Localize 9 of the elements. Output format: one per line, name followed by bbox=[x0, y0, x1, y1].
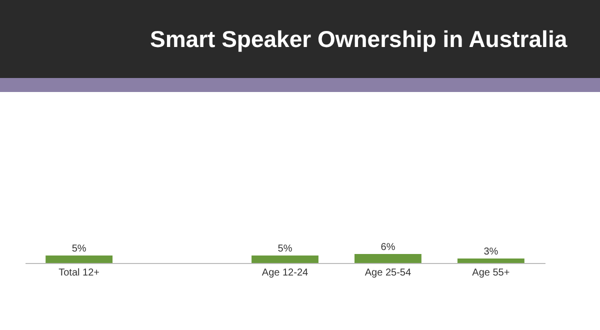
x-tick-label: Age 25-54 bbox=[364, 268, 412, 278]
data-label: 5% bbox=[278, 244, 292, 254]
data-label: 6% bbox=[380, 242, 396, 253]
x-tick-label: Age 12-24 bbox=[262, 268, 309, 278]
data-label: 3% bbox=[484, 246, 498, 258]
x-tick-label: Total 12+ bbox=[58, 268, 100, 278]
chart-title: Smart Speaker Ownership in Australia bbox=[150, 26, 568, 52]
x-tick-label: Age 55+ bbox=[472, 268, 510, 278]
data-label: 5% bbox=[72, 244, 86, 254]
